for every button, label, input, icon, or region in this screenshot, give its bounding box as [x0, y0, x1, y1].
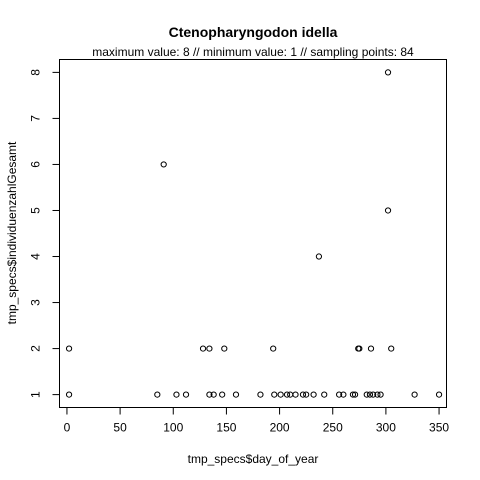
- data-point: [368, 346, 373, 351]
- data-point: [155, 392, 160, 397]
- y-tick-label: 8: [29, 69, 43, 76]
- y-tick-label: 1: [29, 391, 43, 398]
- y-axis-label: tmp_specs$individuenzahlGesamt: [5, 141, 19, 324]
- data-point: [293, 392, 298, 397]
- y-tick-label: 6: [29, 161, 43, 168]
- x-axis: 0 50 100 150 200 250 300 350: [64, 408, 450, 435]
- y-tick-label: 3: [29, 299, 43, 306]
- y-tick-label: 7: [29, 115, 43, 122]
- data-point: [389, 346, 394, 351]
- data-point: [412, 392, 417, 397]
- data-points: [66, 70, 441, 397]
- data-point: [311, 392, 316, 397]
- data-point: [316, 254, 321, 259]
- y-tick-label: 5: [29, 207, 43, 214]
- data-point: [436, 392, 441, 397]
- data-point: [233, 392, 238, 397]
- data-point: [385, 208, 390, 213]
- data-point: [272, 392, 277, 397]
- data-point: [288, 392, 293, 397]
- x-tick-label: 200: [270, 421, 290, 435]
- x-axis-label: tmp_specs$day_of_year: [188, 452, 319, 466]
- data-point: [278, 392, 283, 397]
- data-point: [174, 392, 179, 397]
- chart-title: Ctenopharyngodon idella: [169, 24, 338, 40]
- x-tick-label: 250: [323, 421, 343, 435]
- data-point: [385, 70, 390, 75]
- data-point: [258, 392, 263, 397]
- data-point: [220, 392, 225, 397]
- x-tick-label: 350: [429, 421, 449, 435]
- data-point: [66, 392, 71, 397]
- data-point: [271, 346, 276, 351]
- plot-frame: [60, 60, 447, 408]
- x-tick-label: 0: [64, 421, 71, 435]
- x-tick-label: 300: [376, 421, 396, 435]
- x-tick-label: 100: [163, 421, 183, 435]
- data-point: [207, 346, 212, 351]
- x-tick-label: 150: [216, 421, 236, 435]
- data-point: [222, 346, 227, 351]
- y-tick-label: 4: [29, 253, 43, 260]
- y-tick-label: 2: [29, 345, 43, 352]
- data-point: [66, 346, 71, 351]
- data-point: [304, 392, 309, 397]
- data-point: [161, 162, 166, 167]
- data-point: [183, 392, 188, 397]
- y-axis: 1 2 3 4 5 6 7 8: [29, 69, 60, 398]
- data-point: [378, 392, 383, 397]
- data-point: [322, 392, 327, 397]
- x-tick-label: 50: [113, 421, 127, 435]
- chart-subtitle: maximum value: 8 // minimum value: 1 // …: [92, 45, 414, 59]
- data-point: [200, 346, 205, 351]
